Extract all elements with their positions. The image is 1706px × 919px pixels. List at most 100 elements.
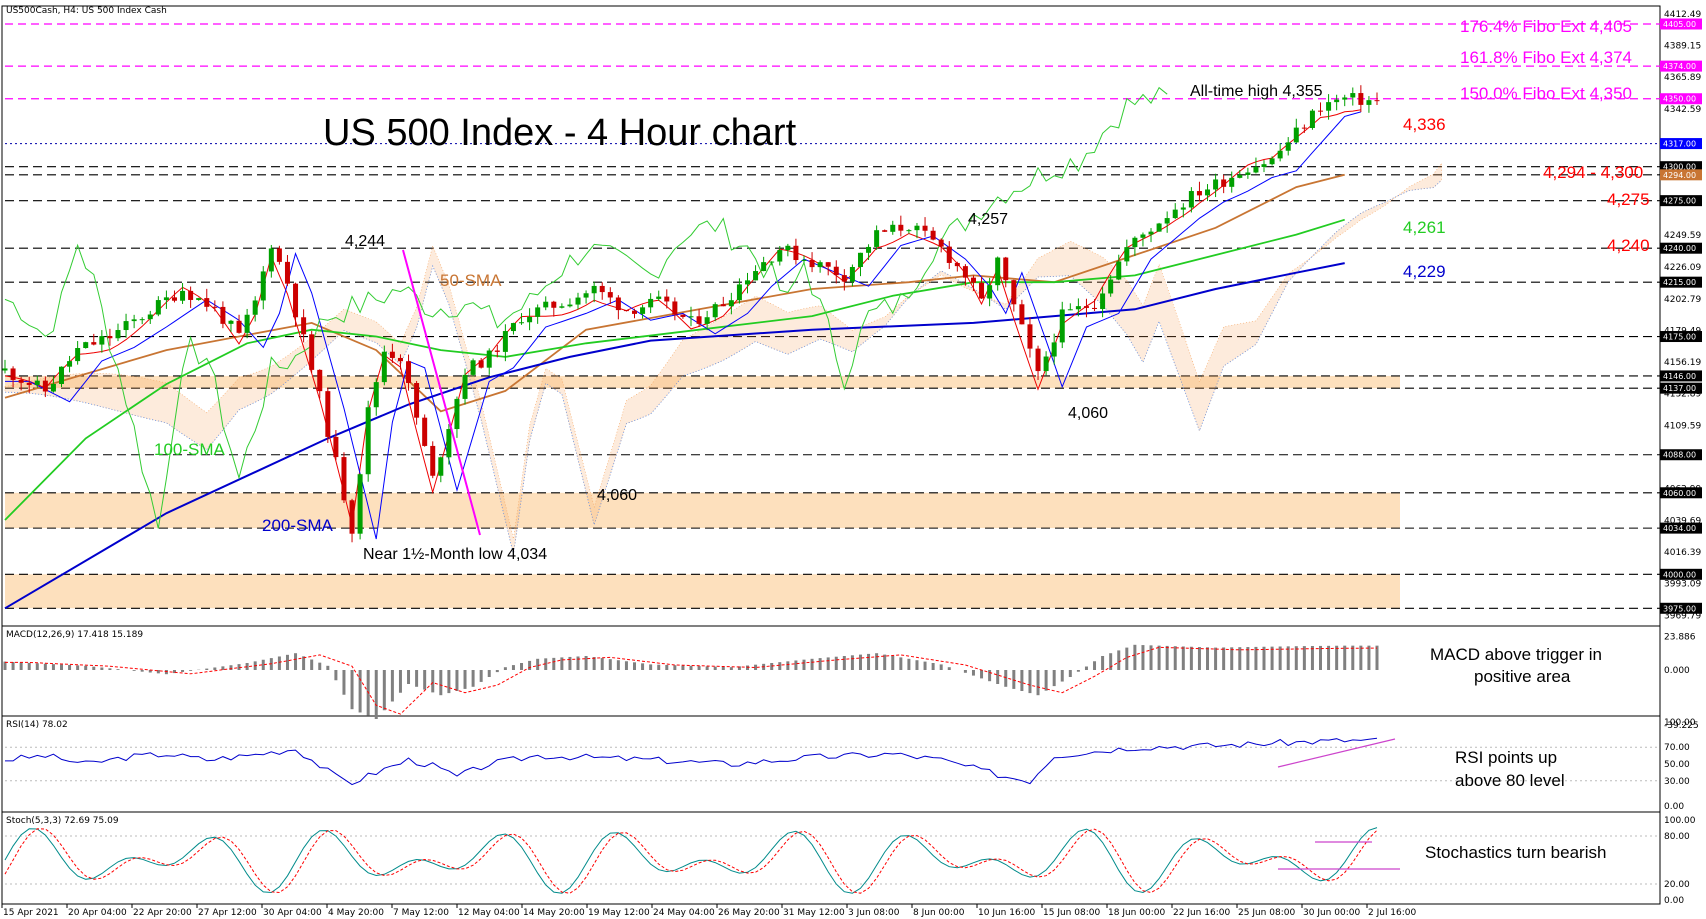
price-label-text: 4088.00 (1663, 451, 1696, 460)
sma50-line (4, 173, 1345, 413)
candle-body (341, 457, 347, 501)
candle-body (91, 342, 97, 345)
price-tick: 4226.09 (1664, 263, 1701, 273)
candle-body (890, 224, 896, 232)
candle-body (1092, 307, 1098, 309)
candle-body (1148, 231, 1154, 235)
level-4261: 4,261 (1403, 218, 1446, 237)
date-tick: 10 Jun 16:00 (978, 908, 1035, 918)
sma200-label: 200-SMA (262, 516, 334, 535)
price-tick: 4389.15 (1664, 42, 1701, 52)
date-tick: 18 Jun 00:00 (1108, 908, 1165, 918)
price-label-box (1660, 18, 1702, 30)
candle-body (1043, 356, 1049, 372)
candle-body (309, 334, 315, 370)
candle-body (761, 262, 767, 272)
macd-tick: 0.000 (1664, 666, 1690, 676)
candle-body (1075, 306, 1081, 310)
candle-body (180, 290, 186, 301)
candle-body (228, 320, 234, 324)
price-label-text: 4175.00 (1663, 333, 1696, 342)
date-tick: 14 May 20:00 (523, 908, 585, 918)
support-zone-2 (5, 574, 1400, 609)
stoch-tick: 0.00 (1664, 896, 1684, 906)
candle-body (50, 383, 56, 392)
candle-body (946, 246, 952, 263)
price-tick: 4342.59 (1664, 105, 1701, 115)
candle-body (276, 248, 282, 262)
candle-body (938, 239, 944, 247)
candle-body (1067, 309, 1073, 311)
price-label-box (1660, 93, 1702, 105)
macd-title: MACD(12,26,9) 17.418 15.189 (6, 630, 143, 640)
price-tick: 4039.69 (1664, 516, 1701, 526)
candle-body (333, 436, 339, 458)
candle-body (632, 310, 638, 314)
candle-body (365, 407, 371, 475)
candle-body (672, 301, 678, 315)
macd-signal-line (5, 646, 1377, 715)
candle-body (793, 245, 799, 261)
candle-body (204, 298, 210, 307)
candle-body (979, 282, 985, 299)
candle-body (817, 262, 823, 268)
support-zone-1 (5, 492, 1400, 529)
candle-body (381, 351, 387, 383)
price-tick: 4412.49 (1664, 10, 1701, 20)
candle-body (422, 417, 428, 446)
resistance-4240: 4,240 (1607, 236, 1650, 255)
level-4229: 4,229 (1403, 262, 1446, 281)
price-label-text: 4137.00 (1663, 384, 1696, 393)
candle-body (1358, 93, 1364, 105)
candle-body (1309, 110, 1315, 128)
candle-body (1196, 191, 1202, 196)
date-tick: 27 Apr 12:00 (198, 908, 257, 918)
price-label-text: 4034.00 (1663, 524, 1696, 533)
candle-body (849, 267, 855, 282)
price-label-box (1660, 487, 1702, 499)
support-zone-0 (5, 375, 1400, 389)
candle-body (874, 230, 880, 247)
candle-body (898, 224, 904, 231)
candle-body (785, 245, 791, 251)
all-time-high-label: All-time high 4,355 (1190, 83, 1323, 100)
candle-body (454, 398, 460, 430)
candle-body (470, 360, 476, 375)
candle-body (155, 300, 161, 315)
candle-body (567, 304, 573, 307)
candle-body (777, 250, 783, 262)
candle-body (18, 379, 24, 383)
candle-body (607, 292, 613, 298)
candle-body (42, 380, 48, 392)
candle-body (293, 283, 299, 318)
candle-body (995, 257, 1001, 286)
candle-body (519, 322, 525, 324)
candle-body (1326, 102, 1332, 111)
candle-body (462, 374, 468, 399)
candle-body (1285, 142, 1291, 151)
candle-body (1277, 150, 1283, 159)
candle-body (866, 246, 872, 253)
date-tick: 24 May 04:00 (653, 908, 715, 918)
candle-body (58, 366, 64, 384)
candle-body (268, 248, 274, 272)
date-tick: 2 Jul 16:00 (1368, 908, 1417, 918)
symbol-caption: US500Cash, H4: US 500 Index Cash (6, 6, 167, 16)
candle-body (559, 306, 565, 308)
stoch-note: Stochastics turn bearish (1425, 843, 1606, 862)
candle-body (446, 429, 452, 458)
candle-body (833, 266, 839, 276)
candle-body (26, 382, 32, 385)
candle-body (1172, 209, 1178, 219)
date-tick: 8 Jun 00:00 (913, 908, 965, 918)
stoch-panel (1, 811, 1661, 905)
price-tick: 4249.59 (1664, 231, 1701, 241)
candle-body (575, 297, 581, 305)
candle-body (922, 225, 928, 231)
macd-tick: -39.225 (1664, 721, 1699, 731)
price-label-text: 4000.00 (1663, 570, 1696, 579)
price-label-text: 4294.00 (1663, 171, 1696, 180)
price-label-box (1660, 276, 1702, 288)
candle-body (373, 382, 379, 408)
